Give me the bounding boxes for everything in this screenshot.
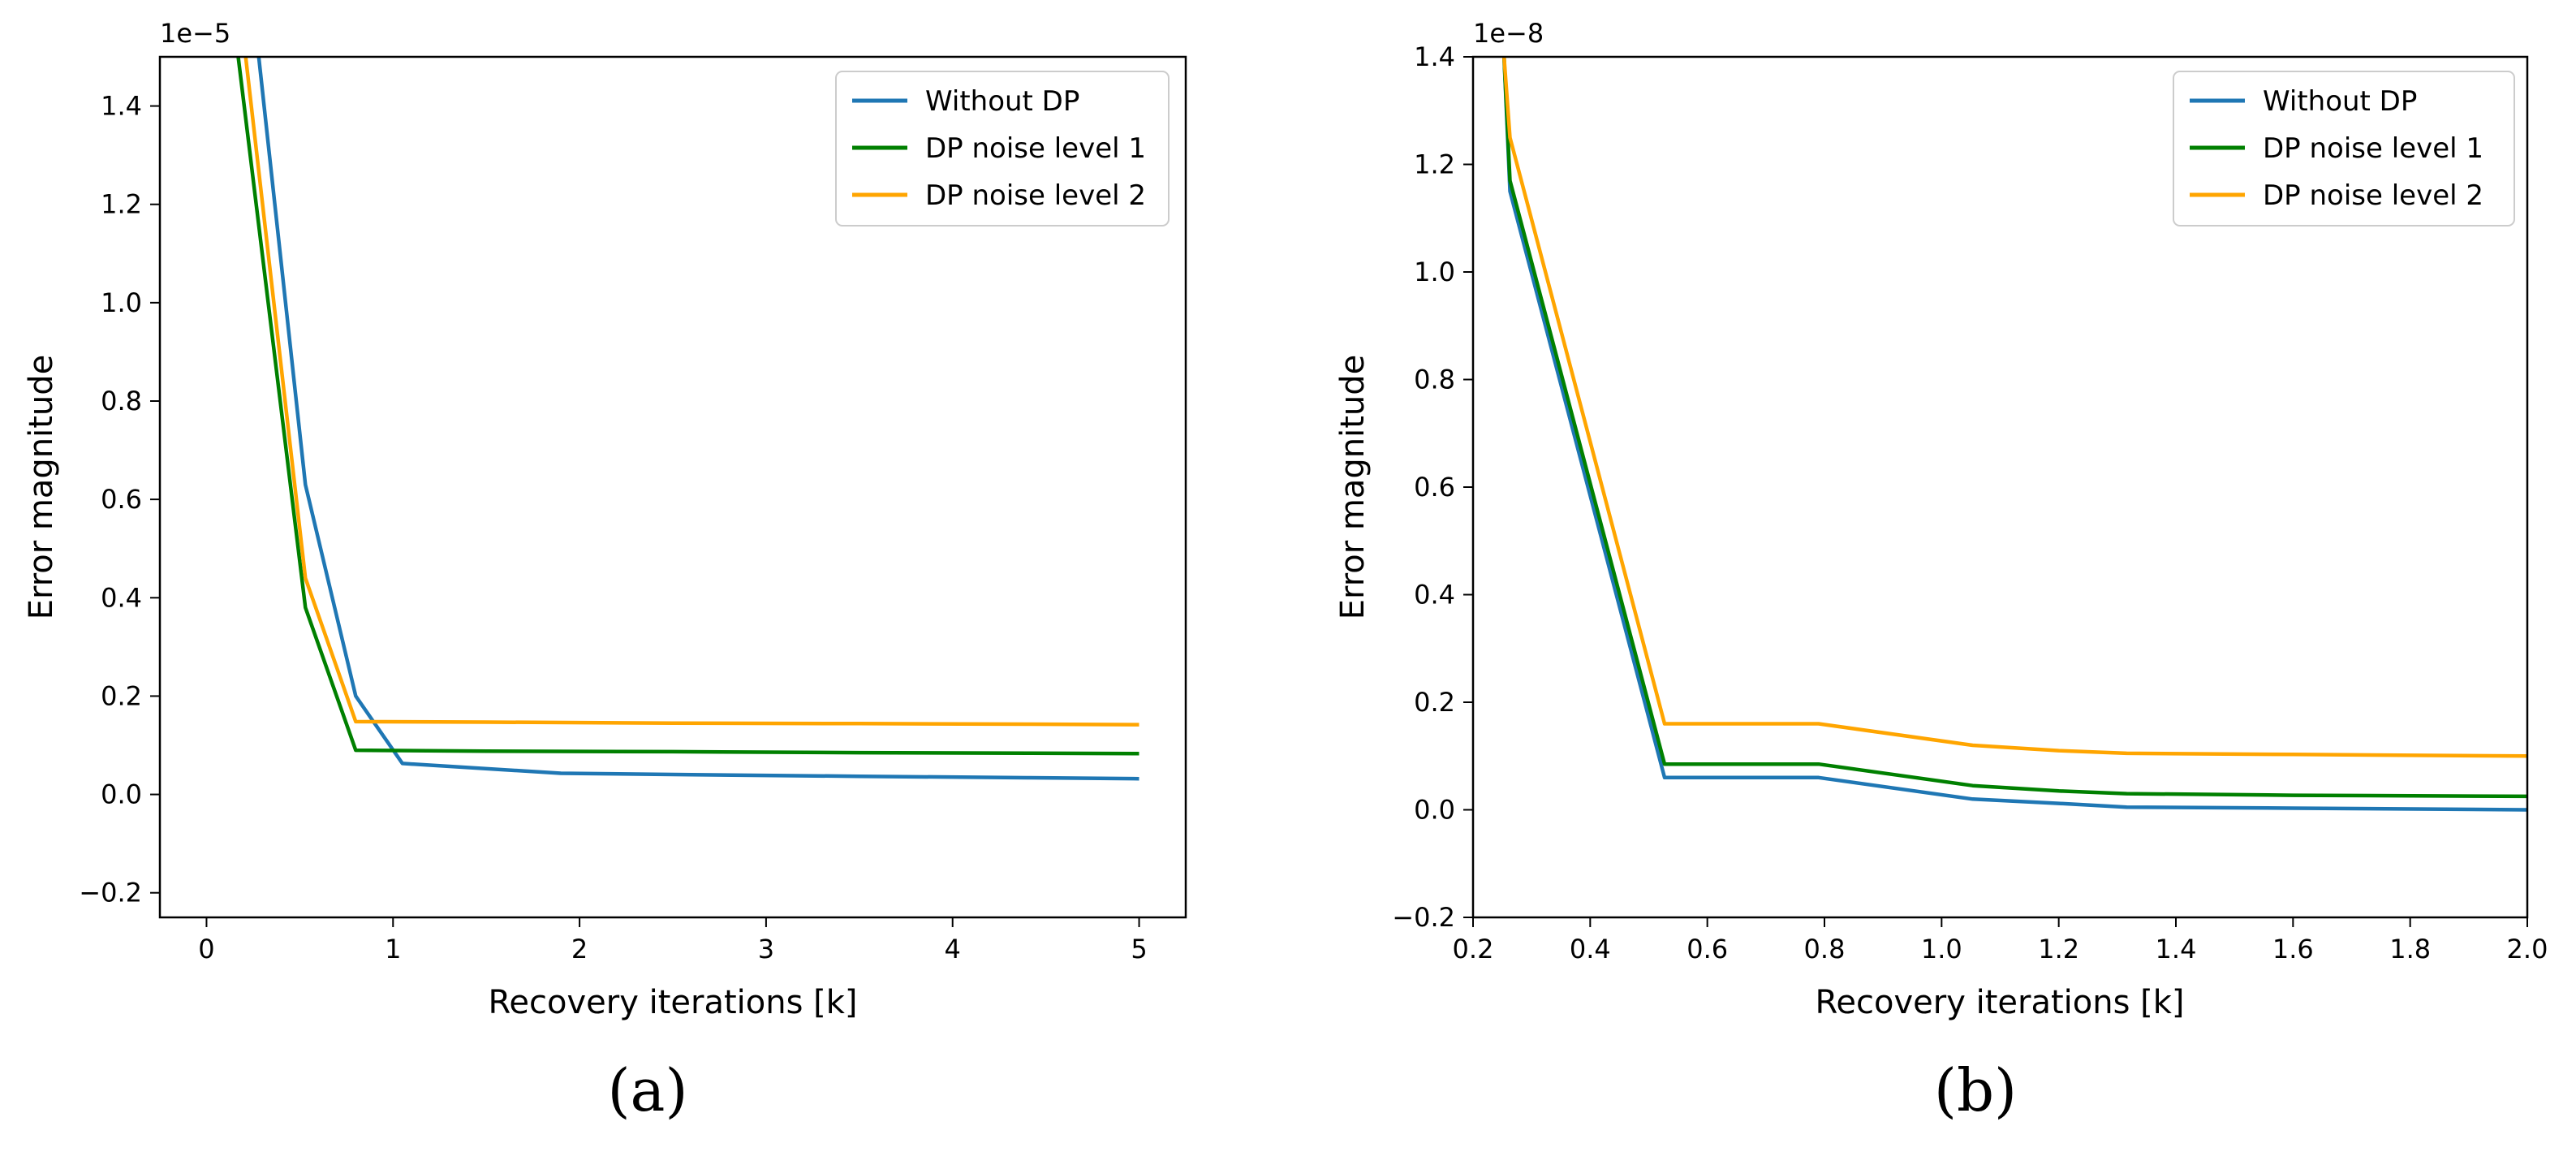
series-line-without-dp-b bbox=[1501, 57, 2527, 812]
y-tick-label-a: −0.2 bbox=[79, 878, 142, 908]
legend-box-a bbox=[835, 71, 1170, 227]
y-tick-label-b: 0.8 bbox=[1414, 365, 1455, 395]
x-tick-label-a: 1 bbox=[385, 934, 401, 964]
y-tick-label-a: 0.8 bbox=[101, 386, 142, 416]
legend-label-dp-noise-level-2-a: DP noise level 2 bbox=[925, 179, 1146, 212]
y-tick-label-a: 0.0 bbox=[101, 779, 142, 810]
series-line-dp-noise-level-2-b bbox=[1501, 57, 2527, 758]
x-tick-label-b: 1.0 bbox=[1921, 934, 1962, 964]
y-tick-label-b: 0.6 bbox=[1414, 472, 1455, 503]
x-tick-label-a: 3 bbox=[758, 934, 774, 964]
panel-a: 0 1 2 3 4 5−0.20.00.20.40.60.81.01.21.4 1e−5 … bbox=[23, 18, 1187, 1124]
y-tick-label-a: 0.4 bbox=[101, 582, 142, 613]
legend-label-dp-noise-level-1-a: DP noise level 1 bbox=[925, 132, 1146, 165]
legend-b: Without DP DP noise level 1 DP noise level… bbox=[2173, 71, 2515, 227]
plot-area-b: 0.2 0.4 0.6 0.8 1.0 1.2 1.4 1.6 1.8 2.0 −0.2 0.0 0.2… bbox=[1392, 41, 2548, 964]
legend-box-b bbox=[2173, 71, 2515, 227]
axes-frame-b bbox=[1471, 55, 2529, 919]
series-line-dp-noise-level-1-b bbox=[1501, 57, 2527, 799]
legend-label-without-dp-b: Without DP bbox=[2263, 85, 2417, 118]
x-tick-label-a: 0 bbox=[198, 934, 214, 964]
legend-a: Without DP DP noise level 1 DP noise level… bbox=[835, 71, 1170, 227]
y-tick-label-b: −0.2 bbox=[1392, 902, 1455, 933]
x-tick-label-a: 4 bbox=[945, 934, 961, 964]
y-offset-label-b: 1e−8 bbox=[1473, 18, 1544, 49]
y-axis-label-a: Error magnitude bbox=[23, 355, 60, 620]
legend-label-dp-noise-level-1-b: DP noise level 1 bbox=[2263, 132, 2483, 165]
y-tick-label-b: 1.0 bbox=[1414, 257, 1455, 287]
x-tick-label-b: 0.6 bbox=[1686, 934, 1728, 964]
x-tick-label-b: 1.2 bbox=[2038, 934, 2079, 964]
x-tick-label-b: 1.6 bbox=[2272, 934, 2314, 964]
x-tick-label-b: 1.4 bbox=[2156, 934, 2197, 964]
y-tick-label-b: 0.0 bbox=[1414, 795, 1455, 826]
x-tick-label-b: 2.0 bbox=[2507, 934, 2548, 964]
y-tick-label-b: 0.4 bbox=[1414, 580, 1455, 611]
y-tick-label-a: 1.4 bbox=[101, 91, 142, 122]
series-line-dp-noise-level-1-a bbox=[236, 57, 1139, 756]
series-line-dp-noise-level-2-a bbox=[243, 57, 1139, 727]
y-tick-label-a: 0.2 bbox=[101, 680, 142, 711]
y-offset-label-a: 1e−5 bbox=[160, 18, 230, 49]
panel-label-b: (b) bbox=[1934, 1056, 2017, 1124]
x-tick-label-a: 5 bbox=[1131, 934, 1147, 964]
x-tick-label-a: 2 bbox=[571, 934, 588, 964]
x-tick-label-b: 0.4 bbox=[1570, 934, 1611, 964]
y-tick-label-b: 1.4 bbox=[1414, 41, 1455, 72]
plot-area-a: 0 1 2 3 4 5 −0.2 0.0 0.2 0.4 0.6 0.8 1.0 1.2 1.4 bbox=[79, 57, 1148, 964]
legend-label-without-dp-a: Without DP bbox=[925, 85, 1079, 118]
y-axis-label-b: Error magnitude bbox=[1334, 355, 1372, 620]
legend-label-dp-noise-level-2-b: DP noise level 2 bbox=[2263, 179, 2483, 212]
y-tick-label-b: 0.2 bbox=[1414, 687, 1455, 718]
series-line-without-dp-a bbox=[256, 57, 1139, 781]
x-tick-label-b: 0.2 bbox=[1453, 934, 1494, 964]
panel-label-a: (a) bbox=[607, 1056, 687, 1124]
x-tick-label-b: 1.8 bbox=[2389, 934, 2431, 964]
y-tick-label-a: 0.6 bbox=[101, 484, 142, 515]
x-axis-label-a: Recovery iterations [k] bbox=[488, 984, 857, 1021]
x-tick-label-b: 0.8 bbox=[1804, 934, 1846, 964]
y-tick-label-a: 1.2 bbox=[101, 189, 142, 220]
panel-b: 0.2 0.4 0.6 0.8 1.0 1.2 1.4 1.6 1.8 2.0 −0.2 0.0 0.2… bbox=[1334, 18, 2548, 1124]
y-tick-label-a: 1.0 bbox=[101, 287, 142, 318]
axes-frame-a bbox=[158, 55, 1187, 919]
x-axis-label-b: Recovery iterations [k] bbox=[1815, 984, 2184, 1021]
y-tick-label-b: 1.2 bbox=[1414, 149, 1455, 180]
